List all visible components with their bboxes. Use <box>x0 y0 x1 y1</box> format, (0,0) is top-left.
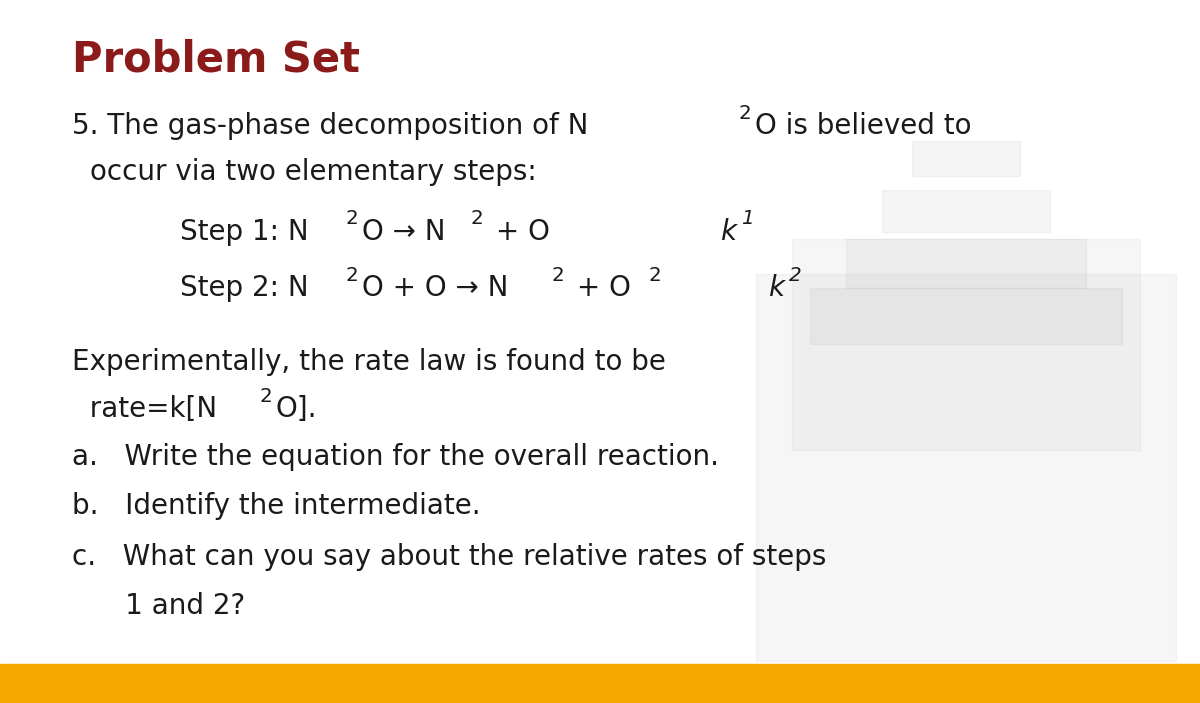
Text: 5. The gas-phase decomposition of N: 5. The gas-phase decomposition of N <box>72 112 588 141</box>
Text: + O: + O <box>568 274 631 302</box>
Text: rate=k[N: rate=k[N <box>72 395 217 423</box>
Text: O].: O]. <box>276 395 317 423</box>
Text: O → N: O → N <box>362 218 446 246</box>
Text: Experimentally, the rate law is found to be: Experimentally, the rate law is found to… <box>72 348 666 376</box>
Text: O is believed to: O is believed to <box>755 112 971 141</box>
Text: c.   What can you say about the relative rates of steps: c. What can you say about the relative r… <box>72 543 827 571</box>
Text: 1: 1 <box>740 209 754 228</box>
Text: b.   Identify the intermediate.: b. Identify the intermediate. <box>72 492 481 520</box>
Text: 2: 2 <box>259 387 272 406</box>
Text: k: k <box>768 274 784 302</box>
Text: + O: + O <box>487 218 550 246</box>
Text: k: k <box>720 218 736 246</box>
Text: O + O → N: O + O → N <box>362 274 509 302</box>
Text: 2: 2 <box>346 209 359 228</box>
Text: 1 and 2?: 1 and 2? <box>72 592 245 620</box>
Text: Step 1: N: Step 1: N <box>180 218 308 246</box>
Text: 2: 2 <box>738 104 751 123</box>
Text: 2: 2 <box>470 209 482 228</box>
Text: 2: 2 <box>788 266 802 285</box>
Text: a.   Write the equation for the overall reaction.: a. Write the equation for the overall re… <box>72 443 719 471</box>
Text: occur via two elementary steps:: occur via two elementary steps: <box>90 158 536 186</box>
Text: Step 2: N: Step 2: N <box>180 274 308 302</box>
Text: Problem Set: Problem Set <box>72 39 360 81</box>
Text: 2: 2 <box>551 266 564 285</box>
Text: 2: 2 <box>346 266 359 285</box>
Text: 2: 2 <box>649 266 661 285</box>
